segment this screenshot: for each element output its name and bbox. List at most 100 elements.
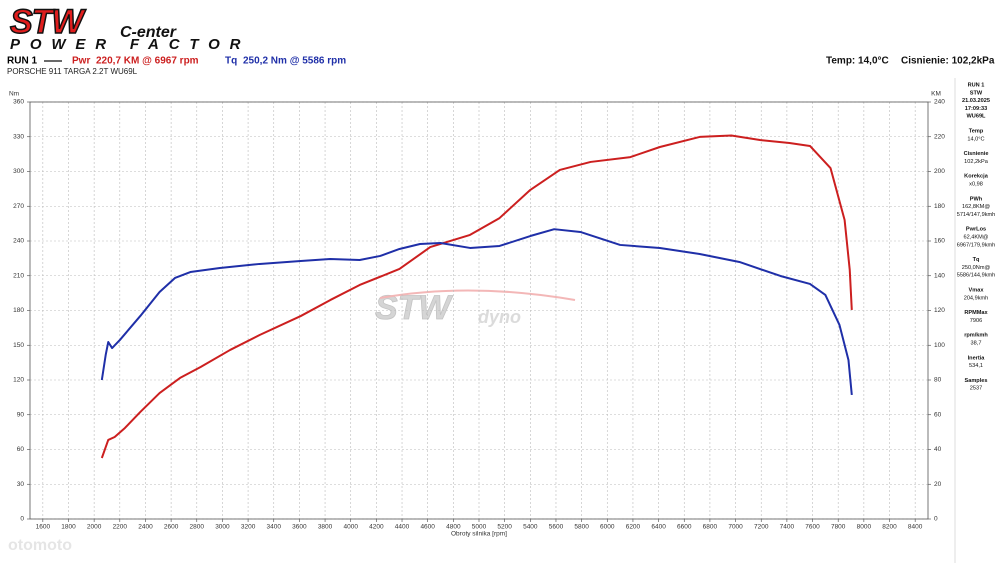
x-tick-label: 3000 <box>215 524 230 531</box>
x-tick-label: 5800 <box>574 524 589 531</box>
logo: STW C-enter POWER FACTOR <box>9 2 240 53</box>
x-tick-label: 3600 <box>292 524 307 531</box>
y-tick-label: 240 <box>13 238 24 245</box>
panel-text: Vmax <box>969 287 985 293</box>
y2-tick-label: 40 <box>934 446 942 453</box>
x-tick-label: 5200 <box>497 524 512 531</box>
x-tick-label: 6400 <box>651 524 666 531</box>
x-tick-label: 5000 <box>472 524 487 531</box>
y-tick-label: 150 <box>13 342 24 349</box>
y-tick-label: 90 <box>17 411 25 418</box>
x-tick-label: 6000 <box>600 524 615 531</box>
x-tick-label: 6800 <box>703 524 718 531</box>
panel-text: 7906 <box>970 318 982 324</box>
x-tick-label: 2400 <box>138 524 153 531</box>
series-line <box>100 228 853 396</box>
y2-tick-label: 220 <box>934 133 945 140</box>
panel-text: 6967/179,9kmh <box>957 242 996 248</box>
plot-frame <box>29 101 929 520</box>
y-tick-label: 60 <box>17 446 25 453</box>
logo-sub: C-enter <box>120 24 177 41</box>
panel-text: 102,2kPa <box>964 159 989 165</box>
run-label: RUN 1 <box>7 56 37 67</box>
y2-tick-label: 0 <box>934 516 938 523</box>
x-tick-label: 5400 <box>523 524 538 531</box>
panel-text: Inertia <box>968 355 986 361</box>
x-tick-label: 2200 <box>113 524 128 531</box>
panel-text: 62,4KM@ <box>964 234 989 240</box>
x-tick-label: 4600 <box>420 524 435 531</box>
panel-text: PWh <box>970 196 983 202</box>
logo-brand: STW <box>10 3 86 41</box>
panel-text: 38,7 <box>971 340 982 346</box>
vehicle: PORSCHE 911 TARGA 2.2T WU69L <box>7 67 138 76</box>
panel-text: 5714/147,9kmh <box>957 212 996 218</box>
tq-summary: 250,2 Nm @ 5586 rpm <box>243 56 346 67</box>
pressure: Cisnienie: 102,2kPa <box>901 56 995 67</box>
side-panel: RUN 1 STW 21.03.2025 17:09:33 WU69L Temp 14,0°… <box>957 82 996 391</box>
x-tick-label: 7000 <box>728 524 743 531</box>
x-tick-label: 1800 <box>61 524 76 531</box>
watermark-sub: dyno <box>478 307 521 327</box>
panel-text: rpm/kmh <box>964 333 988 339</box>
y2-tick-label: 200 <box>934 168 945 175</box>
panel-text: 5586/144,9kmh <box>957 273 996 279</box>
plot: 1600 1800 2000 2200 2400 2600 2800 3000 3200 3400… <box>9 91 945 538</box>
pwr-summary: 220,7 KM @ 6967 rpm <box>96 56 199 67</box>
y2-tick-label: 120 <box>934 307 945 314</box>
y2-tick-label: 160 <box>934 238 945 245</box>
y2-tick-label: 20 <box>934 481 942 488</box>
x-tick-label: 2800 <box>190 524 205 531</box>
x-tick-label: 2600 <box>164 524 179 531</box>
y-tick-label: 180 <box>13 307 24 314</box>
panel-text: 534,1 <box>969 363 983 369</box>
site-watermark: otomoto <box>8 537 72 554</box>
panel-text: Temp <box>969 128 984 134</box>
x-tick-label: 4800 <box>446 524 461 531</box>
x-tick-label: 4400 <box>395 524 410 531</box>
x-tick-label: 2000 <box>87 524 102 531</box>
x-tick-label: 4200 <box>369 524 384 531</box>
watermark: STW dyno <box>375 289 576 327</box>
x-tick-label: 3400 <box>267 524 282 531</box>
x-tick-label: 7200 <box>754 524 769 531</box>
x-tick-label: 7800 <box>831 524 846 531</box>
panel-text: 14,0°C <box>967 136 984 142</box>
y-tick-label: 330 <box>13 133 24 140</box>
y-tick-label: 270 <box>13 203 24 210</box>
y2-tick-label: 180 <box>934 203 945 210</box>
legend-tq: Tq <box>225 56 237 67</box>
panel-text: Tq <box>973 257 980 263</box>
watermark-brand: STW <box>375 289 453 327</box>
panel-text: Samples <box>964 378 987 384</box>
x-tick-label: 3200 <box>241 524 256 531</box>
y-tick-label: 300 <box>13 168 24 175</box>
x-tick-label: 4000 <box>343 524 358 531</box>
panel-text: x0,98 <box>969 181 983 187</box>
x-tick-label: 8400 <box>908 524 923 531</box>
panel-text: 204,9kmh <box>964 295 989 301</box>
y2-tick-label: 240 <box>934 99 945 106</box>
x-tick-label: 8000 <box>857 524 872 531</box>
y-tick-label: 30 <box>17 481 25 488</box>
legend-pwr: Pwr <box>72 56 90 67</box>
panel-text: 2537 <box>970 386 982 392</box>
x-tick-label: 7600 <box>805 524 820 531</box>
x-tick-label: 3800 <box>318 524 333 531</box>
panel-text: 21.03.2025 <box>962 98 990 104</box>
series-line <box>100 134 853 459</box>
y-axis-label: Nm <box>9 91 19 98</box>
x-tick-label: 7400 <box>780 524 795 531</box>
panel-text: Korekcja <box>964 174 989 180</box>
panel-text: 250,0Nm@ <box>962 265 991 271</box>
x-tick-label: 5600 <box>549 524 564 531</box>
panel-text: 162,8KM@ <box>962 204 990 210</box>
y2-tick-label: 100 <box>934 342 945 349</box>
x-tick-label: 6600 <box>677 524 692 531</box>
panel-text: WU69L <box>967 114 987 120</box>
panel-text: Cisnienie <box>964 151 989 157</box>
panel-text: PwrLos <box>966 227 986 233</box>
y-tick-label: 0 <box>20 516 24 523</box>
